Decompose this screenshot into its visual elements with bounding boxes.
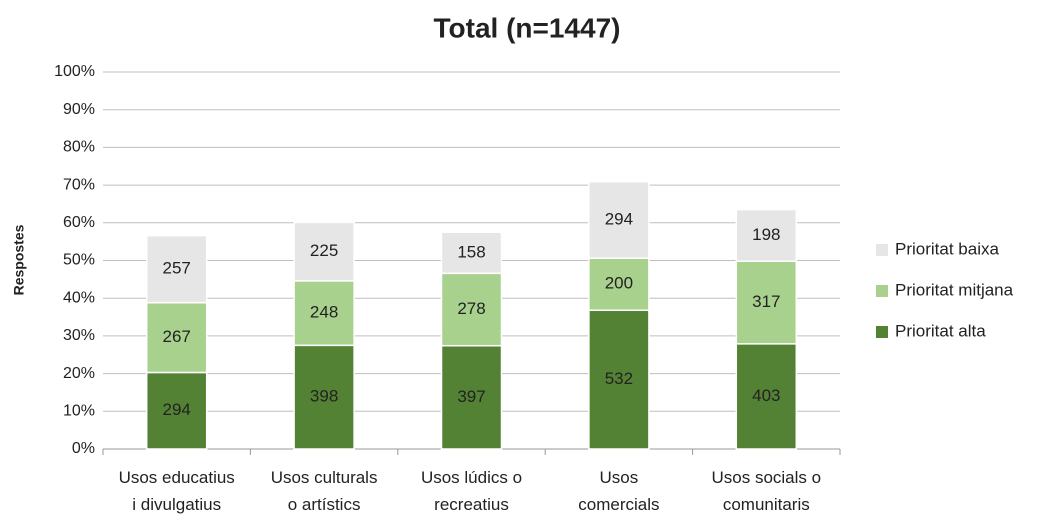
- y-tick-label: 80%: [63, 139, 95, 156]
- bar-segment: [293, 344, 355, 450]
- y-tick-label: 30%: [63, 327, 95, 344]
- y-tick-label: 40%: [63, 289, 95, 306]
- value-label: 198: [752, 225, 780, 244]
- legend-label: Prioritat baixa: [895, 239, 999, 258]
- value-label: 248: [310, 303, 338, 322]
- chart-title: Total (n=1447): [434, 12, 621, 43]
- value-label: 532: [605, 369, 633, 388]
- x-tick-label: Usos educatius i divulgatius: [119, 468, 235, 514]
- x-tick-label: Usos lúdics o recreatius: [421, 468, 522, 514]
- bar-segment: [735, 208, 798, 263]
- y-tick-label: 100%: [54, 63, 95, 80]
- value-label: 294: [163, 400, 191, 419]
- bar-segment: [440, 231, 503, 275]
- value-label: 267: [163, 327, 191, 346]
- legend-label: Prioritat mitjana: [895, 280, 1014, 299]
- y-axis-label: Respostes: [11, 224, 27, 295]
- bar-segment: [293, 221, 355, 282]
- bar-segment: [588, 309, 650, 450]
- value-label: 317: [752, 292, 780, 311]
- bar-segment: [735, 260, 798, 345]
- x-tick-label: Usos culturals o artístics: [271, 468, 378, 514]
- value-label: 403: [752, 386, 780, 405]
- value-label: 225: [310, 241, 338, 260]
- x-tick-label: Usos comercials: [578, 468, 659, 514]
- y-tick-label: 70%: [63, 176, 95, 193]
- y-tick-label: 10%: [63, 403, 95, 420]
- value-label: 257: [163, 259, 191, 278]
- bar-segment: [440, 344, 503, 450]
- x-tick-label: Usos socials o comunitaris: [711, 468, 821, 514]
- y-tick-label: 50%: [63, 252, 95, 269]
- bar-segment: [735, 343, 798, 450]
- y-tick-label: 20%: [63, 365, 95, 382]
- value-label: 294: [605, 209, 633, 228]
- value-label: 398: [310, 387, 338, 406]
- value-label: 158: [457, 242, 485, 261]
- y-tick-label: 0%: [72, 440, 95, 457]
- y-tick-label: 90%: [63, 101, 95, 118]
- legend-swatch: [876, 285, 888, 297]
- bar-segment: [588, 257, 650, 312]
- value-label: 397: [457, 387, 485, 406]
- bar-segment: [588, 180, 650, 259]
- value-label: 200: [605, 274, 633, 293]
- y-tick-label: 60%: [63, 214, 95, 231]
- legend-swatch: [876, 244, 888, 256]
- bar-segment: [293, 280, 355, 347]
- legend-swatch: [876, 326, 888, 338]
- legend-label: Prioritat alta: [895, 321, 986, 340]
- value-label: 278: [457, 299, 485, 318]
- bar-segment: [145, 234, 208, 304]
